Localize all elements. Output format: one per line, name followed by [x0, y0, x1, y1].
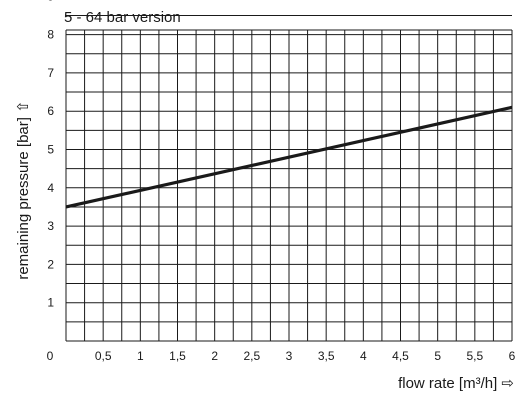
y-tick-label: 4: [47, 181, 54, 195]
x-tick-label: 5,5: [466, 349, 483, 363]
y-tick-label: 5: [47, 143, 54, 157]
x-tick-label: 1: [137, 349, 144, 363]
y-tick-label: 7: [47, 66, 54, 80]
x-tick-label: 3,5: [318, 349, 335, 363]
y-tick-label: 3: [47, 219, 54, 233]
x-axis-label: flow rate [m³/h] ⇨: [398, 375, 514, 392]
x-tick-label: 2,5: [243, 349, 260, 363]
x-tick-label: 6: [509, 349, 516, 363]
y-tick-label: 8: [47, 28, 54, 42]
y-tick-label: 9: [47, 0, 54, 3]
y-tick-label: 2: [47, 257, 54, 271]
x-tick-label: 3: [286, 349, 293, 363]
x-tick-label: 4: [360, 349, 367, 363]
y-axis-label: remaining pressure [bar] ⇧: [15, 100, 32, 279]
chart-title: 5 - 64 bar version: [64, 9, 181, 26]
x-tick-label: 5: [434, 349, 441, 363]
grid: [65, 14, 513, 342]
plot-area: [65, 105, 513, 209]
y-tick-label: 1: [47, 296, 54, 310]
x-tick-label: 0,5: [95, 349, 112, 363]
x-tick-label: 4,5: [392, 349, 409, 363]
x-tick-label: 1,5: [169, 349, 186, 363]
x-tick-label: 0: [47, 349, 54, 363]
x-tick-label: 2: [211, 349, 218, 363]
x-tick-labels: 0 0,5 1 1,5 2 2,5 3 3,5 4 4,5 5 5,5 6: [47, 349, 516, 363]
y-tick-labels: 1 2 3 4 5 6 7 8 9: [47, 0, 54, 310]
y-tick-label: 6: [47, 104, 54, 118]
series-line-1: [65, 105, 513, 209]
